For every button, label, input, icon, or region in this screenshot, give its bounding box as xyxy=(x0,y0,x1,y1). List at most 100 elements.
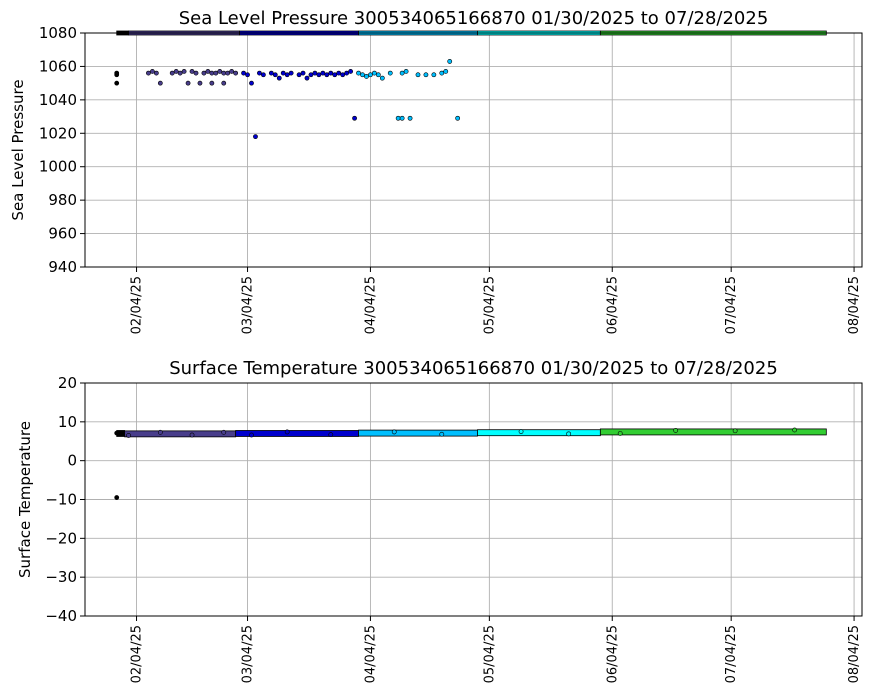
data-point xyxy=(399,115,405,121)
data-point xyxy=(157,80,163,86)
sea-level-pressure-ylabel: Sea Level Pressure xyxy=(9,79,27,220)
series-1 xyxy=(124,429,237,438)
x-tick-label: 06/04/25 xyxy=(605,276,620,334)
data-point xyxy=(732,428,738,434)
data-point xyxy=(360,72,365,78)
data-point xyxy=(395,115,401,121)
data-point xyxy=(455,115,461,121)
data-point xyxy=(249,432,254,438)
data-point xyxy=(221,70,227,76)
data-point xyxy=(257,70,262,76)
data-point xyxy=(431,72,437,78)
series-3 xyxy=(358,429,478,437)
surface-temperature-ylabel: Surface Temperature xyxy=(16,421,34,578)
y-tick-label: 1000 xyxy=(39,158,77,176)
surface-temperature-title: Surface Temperature 300534065166870 01/3… xyxy=(169,358,778,379)
data-point xyxy=(233,70,239,76)
data-point xyxy=(304,75,310,81)
x-tick-label: 05/04/25 xyxy=(482,625,497,683)
data-point xyxy=(288,70,294,76)
y-tick-label: 20 xyxy=(58,374,77,392)
data-point xyxy=(209,70,215,76)
x-tick-label: 07/04/25 xyxy=(724,625,739,683)
data-point xyxy=(403,69,409,74)
data-point xyxy=(308,72,314,78)
data-point xyxy=(209,80,215,86)
y-tick-label: −10 xyxy=(45,491,77,509)
data-point xyxy=(792,427,798,433)
data-point xyxy=(205,69,211,74)
dense-readings-band xyxy=(599,428,827,436)
data-point xyxy=(415,72,421,78)
x-tick-label: 02/04/25 xyxy=(130,276,145,334)
data-point xyxy=(193,70,199,76)
data-point xyxy=(146,70,151,76)
series-0 xyxy=(114,30,130,86)
data-layer xyxy=(114,427,827,500)
x-tick-label: 06/04/25 xyxy=(605,625,620,683)
dense-readings-band xyxy=(235,430,359,437)
data-point xyxy=(371,70,377,76)
data-point xyxy=(114,80,120,86)
data-point xyxy=(312,70,318,76)
x-tick-label: 05/04/25 xyxy=(482,276,497,334)
data-point xyxy=(114,430,120,436)
gridlines xyxy=(85,382,862,617)
x-tick-label: 02/04/25 xyxy=(130,625,145,683)
y-tick-label: 1080 xyxy=(39,24,77,42)
data-point xyxy=(260,72,266,78)
y-tick-label: 1060 xyxy=(39,57,77,75)
data-point xyxy=(336,70,342,76)
data-point xyxy=(364,74,369,79)
data-point xyxy=(316,72,322,78)
data-point xyxy=(157,429,163,435)
data-point xyxy=(181,69,187,74)
data-point xyxy=(221,80,227,86)
data-point xyxy=(153,70,159,76)
data-point xyxy=(387,70,393,76)
data-point xyxy=(249,80,254,86)
y-tick-label: 960 xyxy=(48,225,77,243)
data-point xyxy=(443,69,449,74)
data-point xyxy=(284,72,290,78)
data-point xyxy=(189,432,195,438)
data-point xyxy=(439,70,445,76)
y-tick-label: 940 xyxy=(48,258,77,276)
data-point xyxy=(229,69,235,74)
data-point xyxy=(253,134,258,140)
data-point xyxy=(617,431,623,436)
series-2 xyxy=(239,30,359,140)
x-tick-label: 08/04/25 xyxy=(847,625,862,683)
data-point xyxy=(221,429,227,435)
x-tick-label: 03/04/25 xyxy=(241,625,256,683)
data-point xyxy=(189,69,195,74)
data-point xyxy=(447,59,453,64)
data-point xyxy=(399,70,405,76)
data-point xyxy=(356,70,361,76)
dense-readings-band xyxy=(358,429,478,437)
x-tick-label: 04/04/25 xyxy=(363,276,378,334)
gridlines xyxy=(85,32,862,268)
sea-level-pressure-chart: Sea Level Pressure 300534065166870 01/30… xyxy=(9,8,863,334)
data-point xyxy=(375,72,381,78)
data-point xyxy=(368,72,373,78)
x-tick-label: 04/04/25 xyxy=(363,625,378,683)
data-point xyxy=(344,70,350,76)
data-point xyxy=(284,429,290,435)
data-point xyxy=(379,75,385,81)
sea-level-pressure-title: Sea Level Pressure 300534065166870 01/30… xyxy=(179,8,769,29)
data-point xyxy=(217,69,223,74)
x-tick-label: 03/04/25 xyxy=(241,276,256,334)
data-point xyxy=(272,72,278,78)
data-point xyxy=(276,75,282,81)
data-point xyxy=(173,69,179,74)
series-3 xyxy=(356,30,478,121)
data-point xyxy=(126,433,132,438)
data-point xyxy=(332,72,338,78)
data-point xyxy=(241,70,246,76)
data-point xyxy=(340,72,346,78)
data-point xyxy=(300,70,306,76)
data-point xyxy=(245,72,250,78)
data-point xyxy=(114,495,120,500)
